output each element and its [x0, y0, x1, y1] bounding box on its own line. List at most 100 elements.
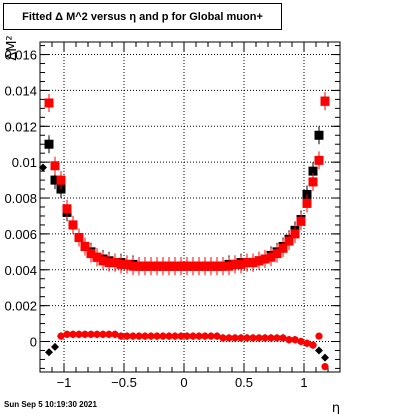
timestamp: Sun Sep 5 10:19:30 2021 [4, 400, 97, 409]
data-point [68, 220, 78, 230]
data-point [230, 259, 240, 269]
data-point [201, 332, 209, 340]
data-point [195, 332, 203, 340]
data-point [147, 332, 155, 340]
x-tick-label: 0.5 [235, 375, 253, 390]
data-point [146, 261, 156, 271]
data-point [62, 204, 72, 214]
data-point [321, 363, 329, 371]
data-point [213, 332, 221, 340]
data-point [57, 332, 65, 340]
data-point [104, 258, 114, 268]
x-axis-label: η [332, 401, 340, 414]
data-point [231, 334, 239, 342]
data-point [219, 334, 227, 342]
data-point [212, 261, 222, 271]
data-point [75, 330, 83, 338]
data-points [39, 92, 330, 371]
data-point [165, 332, 173, 340]
y-tick-label: 0 [30, 335, 37, 350]
y-tick-label: 0.014 [4, 83, 37, 98]
tick-labels: −1 −0.5 0 0.5 1 0 0.002 0.004 0.006 0.008 0.01 0.01… [4, 35, 340, 414]
x-tick-label: 0 [180, 375, 187, 390]
data-point [200, 261, 210, 271]
data-point [284, 236, 294, 246]
data-point [140, 261, 150, 271]
data-point [158, 261, 168, 271]
data-point [206, 261, 216, 271]
data-point [308, 177, 318, 187]
data-point [308, 166, 318, 176]
data-point [170, 261, 180, 271]
data-point [69, 330, 77, 338]
data-point [297, 337, 305, 346]
data-point [111, 330, 119, 338]
data-point [225, 334, 233, 342]
data-point [243, 334, 251, 342]
data-point [51, 342, 59, 351]
y-tick-label: 0.016 [4, 48, 37, 63]
data-point [177, 332, 185, 340]
x-tick-label: −0.5 [111, 375, 137, 390]
data-point [63, 330, 71, 338]
data-point [236, 259, 246, 269]
data-point [129, 332, 137, 340]
data-point [74, 232, 84, 242]
data-point [93, 330, 101, 338]
data-point [315, 346, 323, 355]
x-tick-label: −1 [57, 375, 72, 390]
data-point [116, 259, 126, 269]
data-point [207, 332, 215, 340]
data-point [87, 330, 95, 338]
data-point [164, 261, 174, 271]
data-point [176, 261, 186, 271]
data-point [189, 332, 197, 340]
data-point [159, 332, 167, 340]
data-point [188, 261, 198, 271]
data-point [224, 261, 234, 271]
data-point [182, 261, 192, 271]
y-axis-label: ΔM² [5, 35, 20, 60]
data-point [45, 348, 53, 357]
data-point [50, 175, 60, 185]
data-point [183, 332, 191, 340]
data-point [99, 330, 107, 338]
data-point [122, 259, 132, 269]
data-point [291, 336, 299, 344]
data-point [279, 334, 287, 342]
data-point [296, 216, 306, 226]
data-point [314, 155, 324, 165]
data-point [86, 249, 96, 259]
data-point [105, 330, 113, 338]
data-point [261, 334, 269, 342]
data-point [135, 332, 143, 340]
data-point [290, 229, 300, 239]
data-point [194, 261, 204, 271]
data-point [321, 353, 329, 362]
y-tick-label: 0.012 [4, 119, 37, 134]
data-point [255, 334, 263, 342]
data-point [152, 261, 162, 271]
data-point [254, 256, 264, 266]
y-tick-label: 0.01 [12, 155, 37, 170]
data-point [44, 98, 54, 108]
data-point [123, 332, 131, 340]
data-point [141, 332, 149, 340]
data-point [80, 241, 90, 251]
data-point [314, 130, 324, 140]
data-point [260, 254, 270, 264]
y-tick-label: 0.004 [4, 263, 37, 278]
y-tick-label: 0.002 [4, 299, 37, 314]
data-point [50, 161, 60, 171]
y-tick-label: 0.008 [4, 191, 37, 206]
data-point [315, 332, 323, 340]
plot-frame [39, 41, 341, 373]
data-point [134, 261, 144, 271]
data-point [248, 258, 258, 268]
data-point [320, 96, 330, 106]
data-point [98, 256, 108, 266]
data-point [249, 334, 257, 342]
data-point [128, 261, 138, 271]
axes [39, 41, 341, 373]
y-tick-label: 0.006 [4, 227, 37, 242]
